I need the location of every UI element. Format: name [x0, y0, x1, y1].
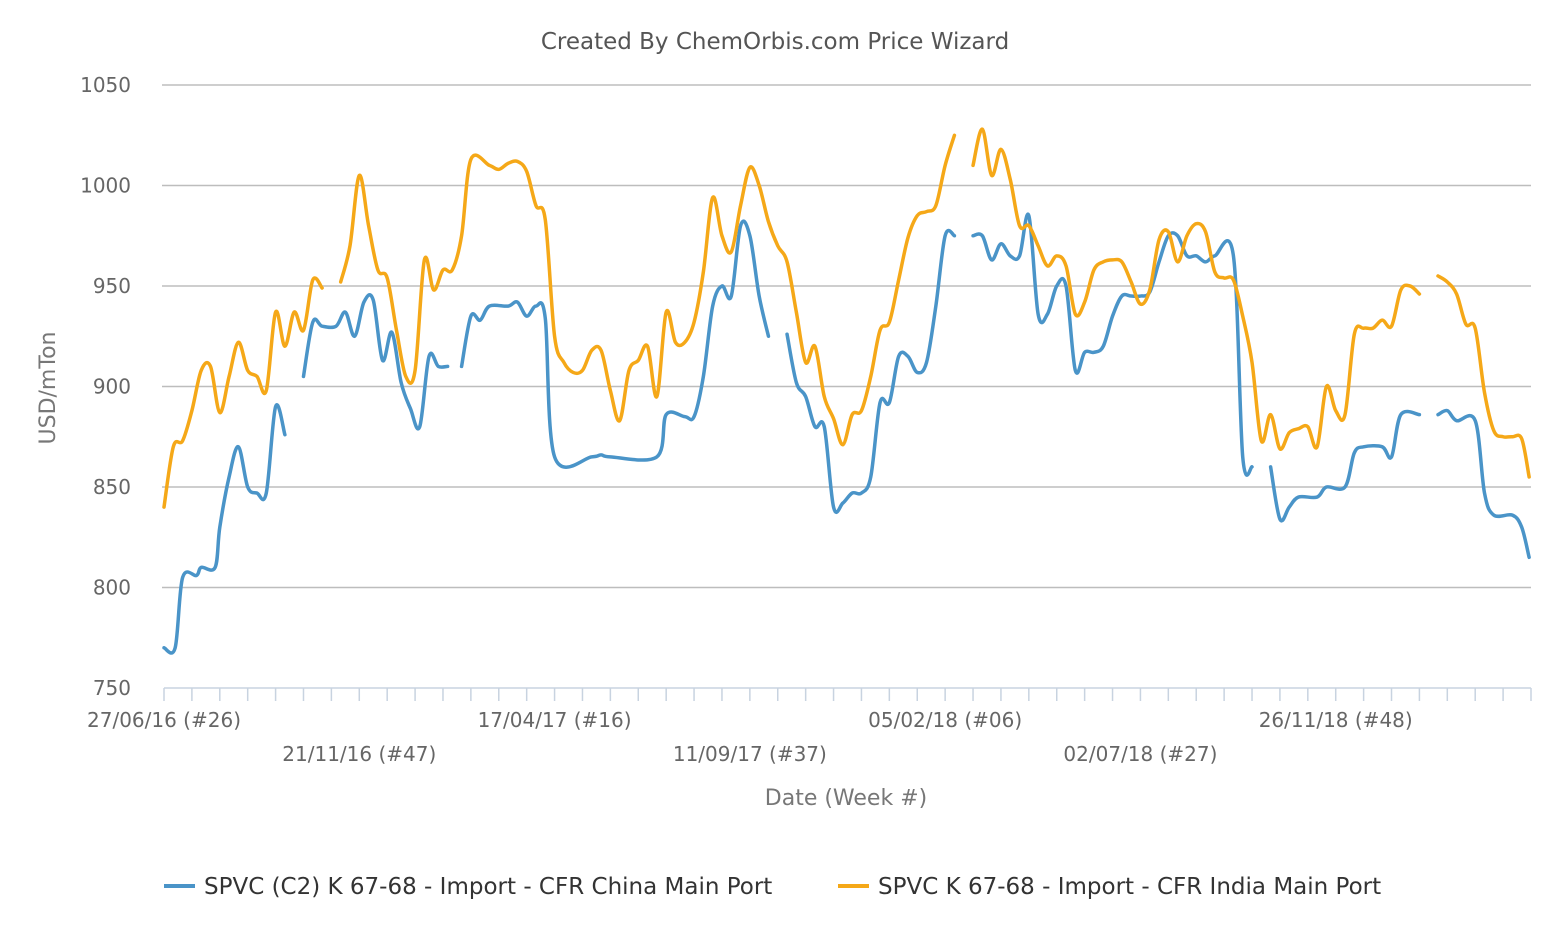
series-line-segment — [1436, 274, 1531, 479]
legend-item[interactable]: SPVC (C2) K 67-68 - Import - CFR China M… — [164, 874, 772, 900]
legend-item[interactable]: SPVC K 67-68 - Import - CFR India Main P… — [838, 874, 1381, 900]
y-axis-title: USD/mTon — [36, 332, 61, 445]
x-tick-label: 05/02/18 (#06) — [868, 708, 1022, 732]
series-line-segment — [971, 127, 1422, 451]
legend-label: SPVC (C2) K 67-68 - Import - CFR China M… — [204, 874, 772, 900]
legend-label: SPVC K 67-68 - Import - CFR India Main P… — [878, 874, 1381, 900]
x-tick-label: 27/06/16 (#26) — [87, 708, 241, 732]
series-line-segment — [301, 293, 450, 431]
x-tick-label: 02/07/18 (#27) — [1063, 742, 1217, 766]
x-axis-ticks: 27/06/16 (#26) 21/11/16 (#47) 17/04/17 (#1… — [87, 688, 1532, 766]
y-tick-label: 1000 — [80, 174, 131, 198]
y-tick-label: 750 — [93, 676, 131, 700]
x-axis-title: Date (Week #) — [765, 786, 927, 811]
x-tick-label: 11/09/17 (#37) — [673, 742, 827, 766]
y-tick-label: 900 — [93, 375, 131, 399]
y-tick-label: 850 — [93, 475, 131, 499]
series-india — [162, 127, 1531, 509]
series-china — [162, 212, 1531, 655]
x-tick-label: 17/04/17 (#16) — [478, 708, 632, 732]
chart-title: Created By ChemOrbis.com Price Wizard — [541, 29, 1009, 55]
series-line-segment — [971, 212, 1254, 477]
x-tick-label: 21/11/16 (#47) — [282, 742, 436, 766]
series-line-segment — [162, 403, 287, 655]
series-line-segment — [459, 219, 771, 469]
legend: SPVC (C2) K 67-68 - Import - CFR China M… — [164, 874, 1381, 900]
y-tick-label: 950 — [93, 274, 131, 298]
series-line-segment — [1268, 409, 1422, 523]
y-axis-ticks: 750 800 850 900 950 1000 1050 — [80, 73, 131, 700]
series-line-segment — [1436, 408, 1531, 560]
y-tick-label: 1050 — [80, 73, 131, 97]
y-tick-label: 800 — [93, 576, 131, 600]
x-tick-label: 26/11/18 (#48) — [1259, 708, 1413, 732]
series-lines — [162, 127, 1531, 655]
series-line-segment — [338, 133, 957, 447]
series-line-segment — [162, 276, 324, 509]
series-line-segment — [785, 228, 957, 514]
